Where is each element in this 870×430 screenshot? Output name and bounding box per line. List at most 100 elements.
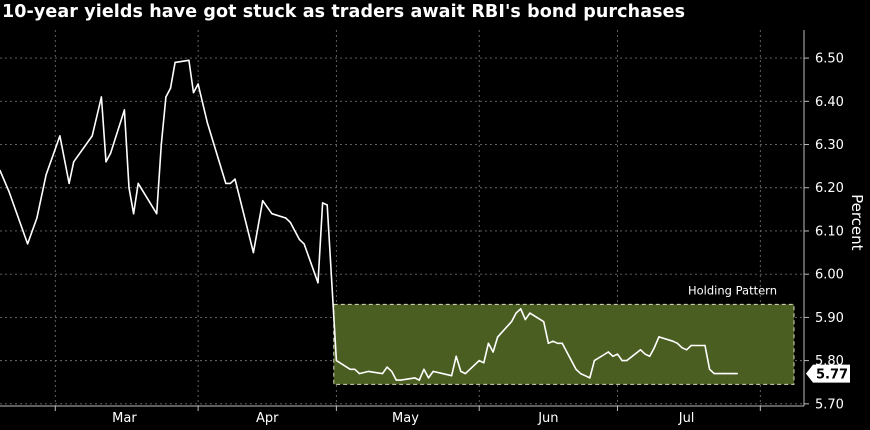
y-tick-label: 5.70: [815, 397, 844, 412]
data-point: [524, 318, 527, 321]
data-point: [132, 212, 135, 215]
data-point: [496, 336, 499, 338]
data-point: [552, 340, 554, 342]
holding-pattern-label: Holding Pattern: [688, 283, 777, 297]
data-point: [672, 340, 674, 342]
y-tick-label: 6.20: [815, 181, 844, 196]
y-tick-label: 6.30: [815, 138, 844, 153]
data-point: [589, 377, 591, 379]
data-point: [460, 370, 462, 373]
data-point: [358, 372, 361, 375]
data-point: [543, 321, 545, 323]
data-point: [487, 342, 490, 345]
data-point: [123, 109, 126, 111]
data-point: [414, 377, 416, 379]
data-point: [676, 342, 679, 345]
data-point: [354, 368, 356, 370]
data-point: [155, 212, 158, 215]
x-tick-label: Jul: [678, 411, 695, 426]
data-point: [59, 135, 61, 137]
data-point: [621, 359, 623, 362]
data-point: [381, 372, 384, 375]
data-point: [612, 355, 614, 357]
chart-title: 10-year yields have got stuck as traders…: [2, 2, 686, 22]
data-point: [160, 143, 162, 146]
data-point: [450, 375, 453, 377]
data-point: [579, 372, 582, 375]
data-point: [561, 342, 563, 345]
data-point: [109, 152, 112, 154]
data-point: [718, 372, 720, 375]
data-point: [91, 135, 93, 137]
data-point: [229, 182, 232, 185]
data-point: [36, 217, 38, 219]
data-point: [395, 379, 397, 381]
data-point: [367, 370, 370, 373]
data-point: [722, 372, 725, 375]
data-point: [418, 379, 421, 381]
data-point: [685, 349, 688, 351]
y-tick-label: 6.10: [815, 224, 844, 239]
y-tick-label: 6.00: [815, 268, 844, 283]
data-point: [690, 344, 692, 347]
data-point: [105, 161, 107, 163]
y-axis-label: Percent: [848, 194, 866, 251]
data-point: [188, 59, 190, 61]
last-value-marker: 5.77: [806, 364, 850, 383]
data-point: [478, 359, 480, 362]
data-point: [192, 91, 195, 94]
data-point: [390, 370, 393, 373]
data-point: [547, 342, 550, 345]
data-point: [169, 87, 172, 90]
x-tick-label: Mar: [112, 411, 137, 426]
data-point: [515, 312, 517, 314]
data-point: [520, 308, 522, 310]
data-point: [649, 355, 651, 357]
data-point: [206, 122, 209, 124]
data-point: [137, 182, 139, 185]
data-point: [556, 342, 559, 345]
data-point: [68, 182, 70, 185]
data-point: [510, 321, 513, 323]
data-point: [681, 346, 683, 349]
data-point: [713, 372, 715, 375]
data-point: [289, 221, 292, 224]
data-point: [298, 238, 301, 241]
data-point: [128, 187, 130, 189]
data-point: [335, 359, 338, 362]
data-point: [271, 212, 273, 215]
data-point: [644, 353, 646, 355]
data-point: [326, 204, 328, 206]
data-point: [386, 366, 388, 368]
data-point: [432, 370, 434, 373]
last-value-label: 5.77: [816, 368, 848, 383]
data-point: [427, 377, 430, 379]
data-point: [197, 83, 199, 85]
data-point: [593, 359, 596, 362]
data-point: [736, 372, 738, 375]
data-point: [0, 169, 1, 172]
data-point: [607, 351, 609, 353]
y-tick-label: 5.90: [815, 311, 844, 326]
data-point: [317, 282, 319, 284]
data-point: [639, 349, 642, 351]
data-point: [455, 355, 457, 357]
data-point: [529, 312, 531, 314]
data-point: [349, 368, 351, 370]
data-point: [252, 251, 255, 254]
data-point: [483, 362, 485, 364]
data-point: [45, 174, 47, 176]
data-point: [284, 217, 287, 219]
data-point: [708, 368, 711, 370]
x-tick-label: Apr: [256, 411, 279, 426]
data-point: [625, 359, 628, 362]
x-tick-label: May: [392, 411, 419, 426]
data-point: [584, 375, 586, 377]
data-point: [26, 243, 29, 245]
data-point: [575, 368, 577, 370]
data-point: [658, 336, 660, 338]
x-tick-label: Jun: [537, 411, 558, 426]
data-point: [174, 61, 176, 64]
data-point: [492, 351, 494, 353]
